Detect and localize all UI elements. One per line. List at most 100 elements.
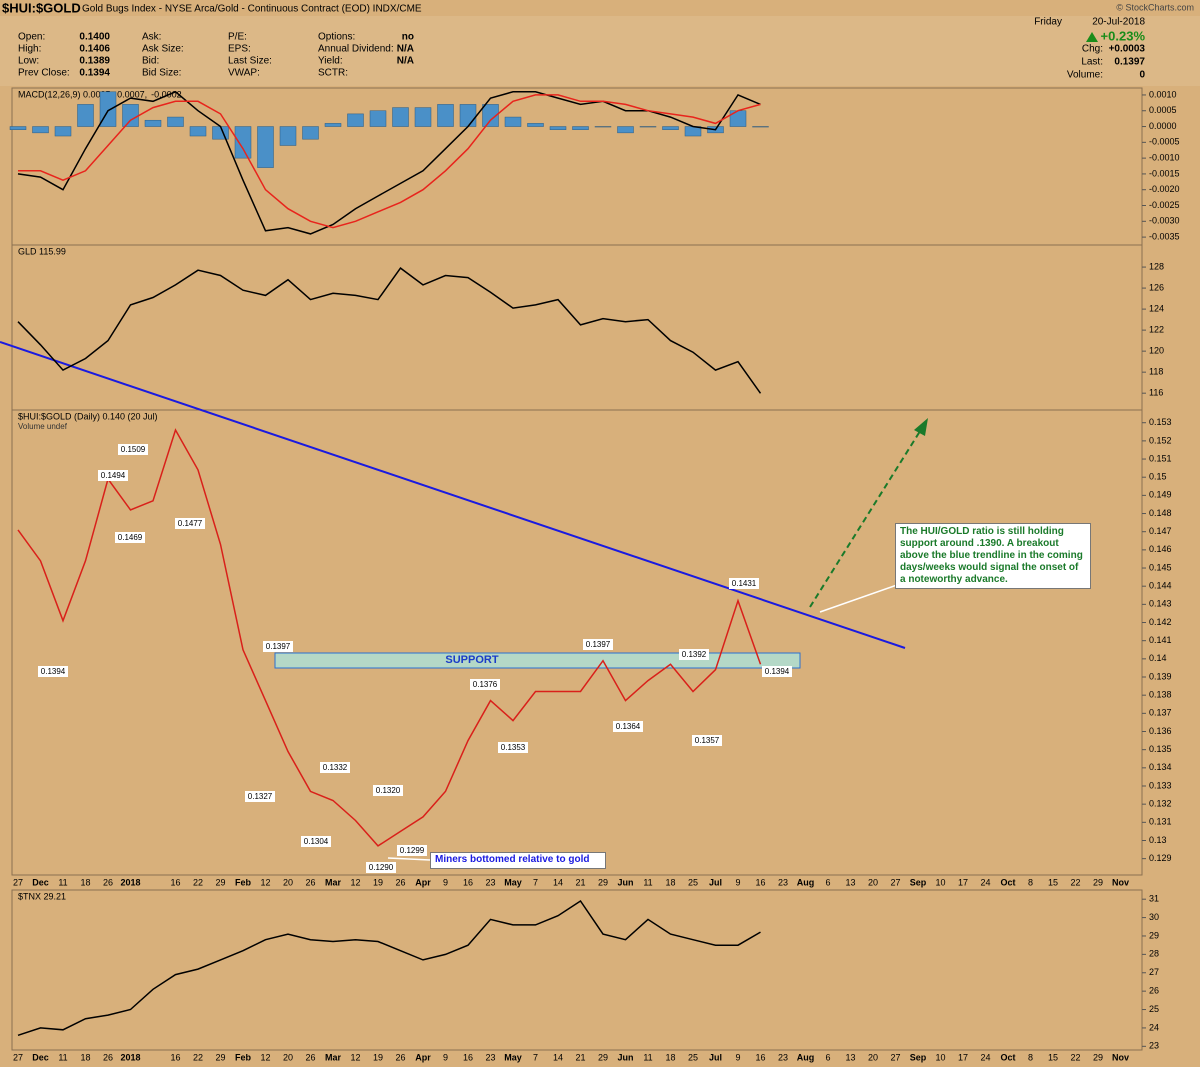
y-tick-label: 31	[1149, 894, 1159, 904]
histogram-bar	[32, 126, 49, 134]
y-tick-label: 27	[1149, 967, 1159, 977]
x-tick-label: 25	[688, 877, 698, 887]
y-tick-label: 0.133	[1149, 780, 1172, 790]
data-label: 0.1397	[266, 642, 291, 651]
quote-label: Bid Size:	[142, 68, 181, 79]
stat-value: 0.1397	[1114, 57, 1145, 68]
series-line	[18, 94, 761, 229]
y-tick-label: 0.138	[1149, 690, 1172, 700]
change-pct: +0.23%	[1101, 28, 1146, 43]
data-label: 0.1392	[682, 650, 707, 659]
y-tick-label: 0.146	[1149, 544, 1172, 554]
data-label: 0.1431	[732, 579, 757, 588]
histogram-bar	[54, 126, 72, 137]
quote-label: SCTR:	[318, 68, 348, 79]
data-label-bg	[38, 666, 68, 677]
panel-title: MACD(12,26,9) 0.0005,	[18, 89, 113, 99]
copyright: © StockCharts.com	[1116, 2, 1194, 12]
data-label: 0.1364	[616, 722, 641, 731]
x-tick-label: 22	[193, 1052, 203, 1062]
data-label-bg	[98, 470, 128, 481]
x-tick-label: 23	[485, 877, 495, 887]
data-label: 0.1357	[695, 736, 720, 745]
x-tick-label: 22	[1070, 1052, 1080, 1062]
quote-value: 0.1406	[79, 44, 110, 55]
x-tick-label: 13	[845, 877, 855, 887]
series-line	[17, 90, 761, 235]
data-label: 0.1290	[369, 863, 394, 872]
x-tick-label: Aug	[797, 1052, 815, 1062]
x-tick-label: 8	[1028, 1052, 1033, 1062]
x-tick-label: 9	[443, 1052, 448, 1062]
quote-label: EPS:	[228, 44, 251, 55]
x-tick-label: 15	[1048, 877, 1058, 887]
x-tick-label: 27	[890, 1052, 900, 1062]
x-tick-label: 16	[463, 877, 473, 887]
x-tick-label: 20	[283, 1052, 293, 1062]
y-tick-label: 0.0010	[1149, 89, 1177, 99]
y-tick-label: 0.137	[1149, 708, 1172, 718]
stat-label: Chg:	[1082, 44, 1103, 55]
quote-label: Annual Dividend:	[318, 44, 394, 55]
y-tick-label: 24	[1149, 1022, 1159, 1032]
stat-label: Volume:	[1067, 70, 1103, 81]
x-tick-label: 26	[305, 877, 315, 887]
y-tick-label: 0.136	[1149, 726, 1172, 736]
histogram-bar	[392, 107, 409, 127]
x-tick-label: 12	[260, 1052, 270, 1062]
data-label-bg	[320, 762, 350, 773]
trendline	[0, 341, 906, 649]
data-label: 0.1477	[178, 519, 203, 528]
x-tick-label: 29	[1093, 1052, 1103, 1062]
x-tick-label: 26	[395, 877, 405, 887]
quote-label: Bid:	[142, 56, 159, 67]
x-tick-label: 18	[665, 877, 675, 887]
x-tick-label: Jun	[617, 1052, 633, 1062]
x-tick-label: 10	[935, 1052, 945, 1062]
quote-band	[0, 16, 1200, 86]
y-tick-label: 29	[1149, 930, 1159, 940]
series-line	[17, 899, 761, 1037]
quote-value: N/A	[397, 56, 414, 67]
data-label: 0.1320	[376, 786, 401, 795]
stat-value: 0	[1139, 70, 1145, 81]
x-tick-label: 17	[958, 877, 968, 887]
x-tick-label: 16	[170, 1052, 180, 1062]
x-tick-label: 10	[935, 877, 945, 887]
x-tick-label: 26	[305, 1052, 315, 1062]
x-tick-label: 16	[755, 1052, 765, 1062]
histogram-bar	[549, 126, 567, 130]
x-tick-label: 27	[890, 877, 900, 887]
x-tick-label: 6	[825, 1052, 830, 1062]
data-label-bg	[613, 721, 643, 732]
data-label-bg	[583, 639, 613, 650]
y-tick-label: 0.143	[1149, 599, 1172, 609]
x-tick-label: 27	[13, 877, 23, 887]
y-tick-label: 0.148	[1149, 508, 1172, 518]
histogram-bar	[639, 126, 657, 128]
data-label: 0.1397	[586, 640, 611, 649]
histogram-bar	[122, 104, 139, 127]
x-tick-label: 8	[1028, 877, 1033, 887]
y-tick-label: 122	[1149, 325, 1164, 335]
x-tick-label: 11	[643, 877, 652, 887]
data-label: 0.1332	[323, 763, 348, 772]
symbol: $HUI:$GOLD	[2, 0, 81, 15]
x-tick-label: 11	[58, 877, 67, 887]
histogram-bar	[234, 126, 252, 159]
y-tick-label: 118	[1149, 367, 1163, 377]
histogram-bar	[594, 126, 612, 128]
y-tick-label: 0.153	[1149, 417, 1172, 427]
quote-label: High:	[18, 44, 41, 55]
x-tick-label: 29	[1093, 877, 1103, 887]
histogram-bar	[9, 126, 27, 130]
x-tick-label: 20	[283, 877, 293, 887]
panel-subtitle: Volume undef	[18, 422, 68, 431]
y-tick-label: 0.139	[1149, 671, 1172, 681]
y-tick-label: 0.144	[1149, 581, 1172, 591]
y-tick-label: -0.0025	[1149, 200, 1180, 210]
y-tick-label: 0.152	[1149, 435, 1172, 445]
x-tick-label: 29	[215, 877, 225, 887]
arrow-head	[914, 418, 928, 436]
panel-title: $TNX 29.21	[18, 891, 66, 901]
